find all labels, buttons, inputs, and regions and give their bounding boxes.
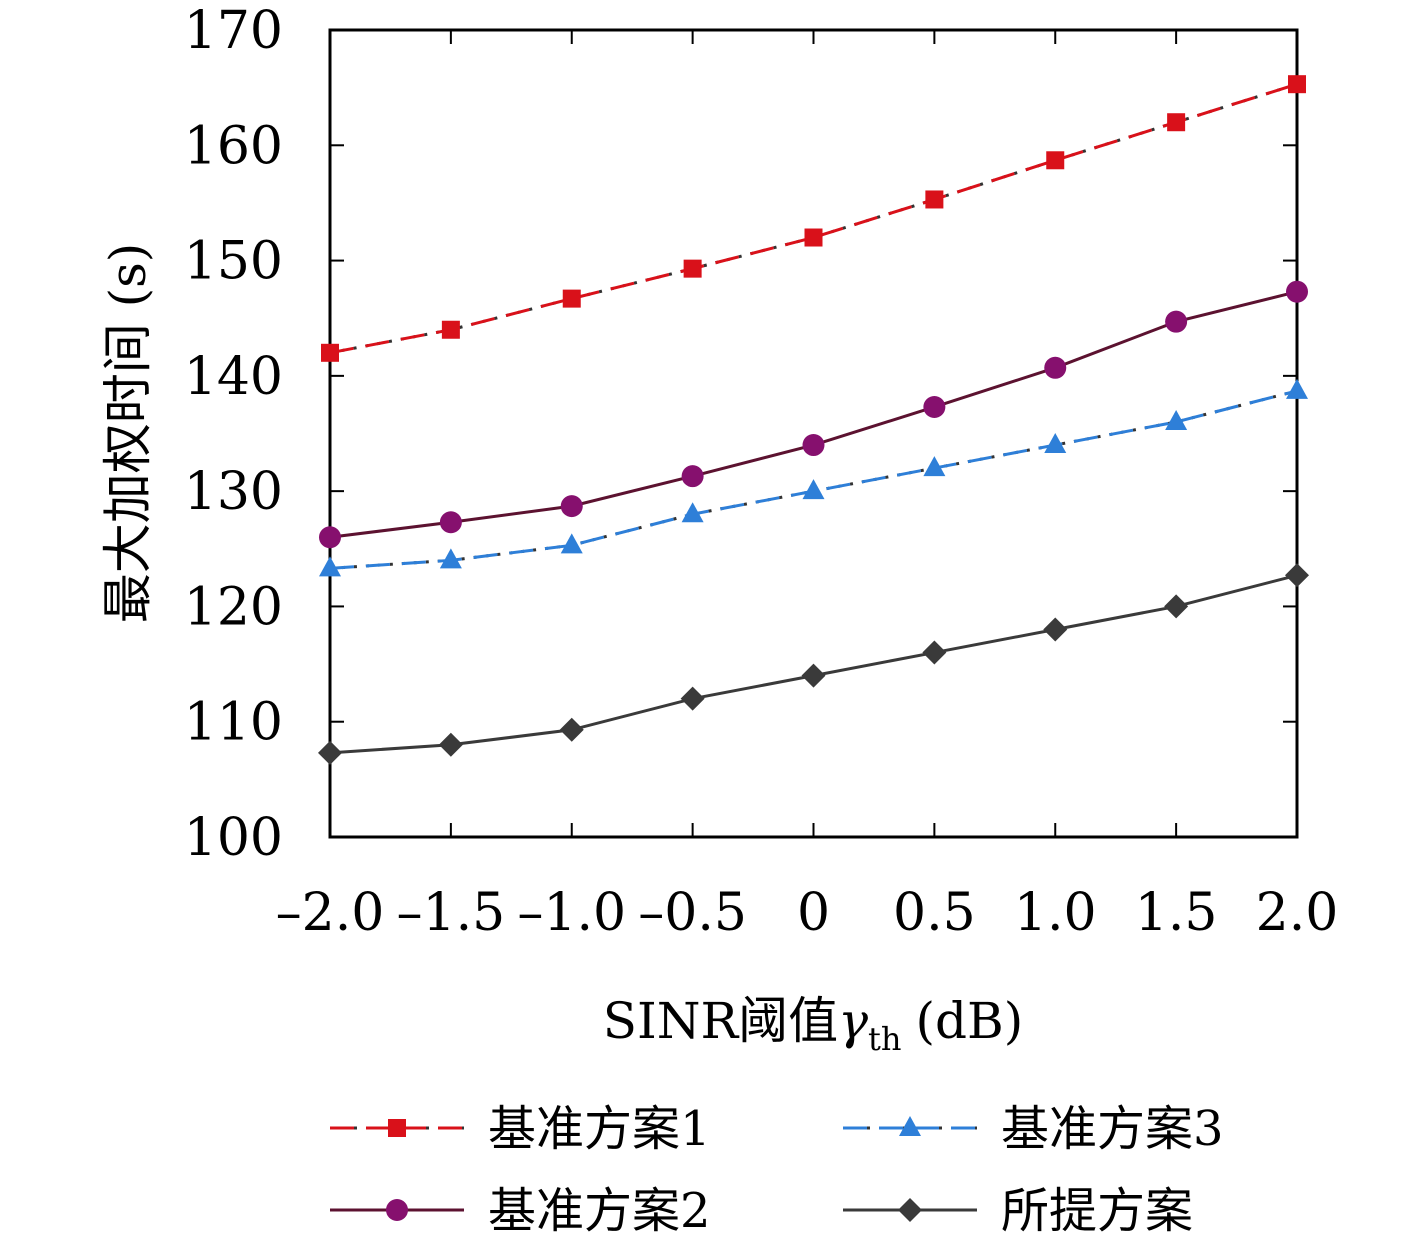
legend-item-1: 基准方案1	[330, 1101, 711, 1157]
data-point	[560, 495, 583, 518]
y-tick-label: 170	[184, 1, 283, 61]
data-point	[1288, 75, 1306, 94]
data-point	[1043, 617, 1068, 642]
plot-frame	[328, 28, 1299, 839]
data-point	[560, 533, 583, 554]
data-point	[321, 343, 339, 362]
data-point	[1286, 378, 1308, 399]
series-2	[319, 280, 1308, 549]
x-tick-label: 2.0	[1256, 883, 1339, 943]
data-point	[441, 320, 460, 339]
y-tick-label: 160	[184, 116, 283, 176]
data-point	[802, 434, 825, 457]
x-axis-label-symbol: γ	[838, 992, 868, 1050]
data-point	[680, 686, 705, 711]
x-tick-label: 1.0	[1014, 883, 1097, 943]
data-point	[681, 502, 704, 523]
legend-label: 基准方案2	[488, 1183, 711, 1239]
series-line-dots	[329, 389, 1298, 570]
y-tick-label: 140	[184, 347, 283, 407]
data-point	[1286, 280, 1308, 303]
legend-label: 基准方案1	[488, 1101, 711, 1157]
data-point	[925, 190, 944, 209]
x-tick-label: –1.0	[517, 883, 626, 943]
legend-item-2: 基准方案2	[330, 1183, 711, 1239]
x-tick-labels: –2.0 –1.5 –1.0 –0.5 0 0.5 1.0 1.5 2.0	[276, 883, 1339, 943]
x-axis-label-subscript: th	[868, 1020, 901, 1058]
x-axis-label: SINR阈值γth (dB)	[603, 992, 1024, 1058]
data-point	[1165, 409, 1188, 430]
data-point	[801, 663, 826, 688]
x-tick-label: 1.5	[1135, 883, 1218, 943]
legend-marker	[899, 1116, 921, 1136]
series-line	[329, 82, 1298, 355]
legend-label: 基准方案3	[1001, 1101, 1224, 1157]
legend-label: 所提方案	[1001, 1183, 1193, 1239]
y-tick-labels: 100 110 120 130 140 150 160 170	[184, 1, 283, 868]
data-point	[683, 259, 702, 278]
series-line	[329, 290, 1298, 539]
legend-item-4: 所提方案	[843, 1183, 1193, 1239]
legend-item-3: 基准方案3	[843, 1101, 1224, 1157]
series-line-dots	[329, 82, 1298, 355]
series-1	[321, 75, 1306, 362]
data-point	[319, 556, 341, 577]
x-tick-label: 0	[797, 883, 830, 943]
y-tick-label: 100	[184, 808, 283, 868]
data-point	[804, 228, 823, 247]
series-group	[318, 75, 1309, 765]
data-point	[923, 395, 946, 418]
series-3	[319, 378, 1308, 577]
y-tick-label: 110	[184, 693, 283, 753]
data-point	[439, 511, 462, 534]
data-point	[681, 465, 704, 488]
x-tick-label: –2.0	[276, 883, 385, 943]
data-point	[562, 289, 581, 308]
data-point	[922, 640, 947, 665]
data-point	[438, 732, 463, 757]
x-axis-label-text: SINR阈值	[603, 992, 838, 1050]
data-point	[1285, 563, 1309, 588]
data-point	[802, 479, 825, 500]
data-point	[1164, 594, 1189, 619]
x-tick-label: –1.5	[397, 883, 506, 943]
legend-marker	[388, 1119, 406, 1137]
data-point	[1167, 113, 1186, 132]
data-point	[1046, 151, 1065, 170]
legend-marker	[386, 1199, 408, 1221]
data-point	[1044, 356, 1067, 379]
data-point	[1165, 310, 1188, 333]
axis-ticks	[329, 29, 1298, 838]
y-tick-label: 130	[184, 462, 283, 522]
data-point	[1044, 433, 1067, 454]
x-tick-label: –0.5	[638, 883, 747, 943]
data-point	[923, 456, 946, 477]
data-point	[318, 740, 342, 765]
series-4	[318, 563, 1309, 765]
y-tick-label: 120	[184, 577, 283, 637]
y-axis-label: 最大加权时间 (s)	[99, 243, 157, 624]
x-axis-label-unit: (dB)	[916, 992, 1024, 1050]
legend: 基准方案1 基准方案2 基准方案3 所提方案	[330, 1101, 1224, 1239]
data-point	[319, 526, 341, 549]
data-point	[559, 717, 584, 742]
data-point	[439, 548, 462, 569]
x-tick-label: 0.5	[893, 883, 976, 943]
y-tick-label: 150	[184, 232, 283, 292]
legend-marker	[898, 1198, 922, 1222]
